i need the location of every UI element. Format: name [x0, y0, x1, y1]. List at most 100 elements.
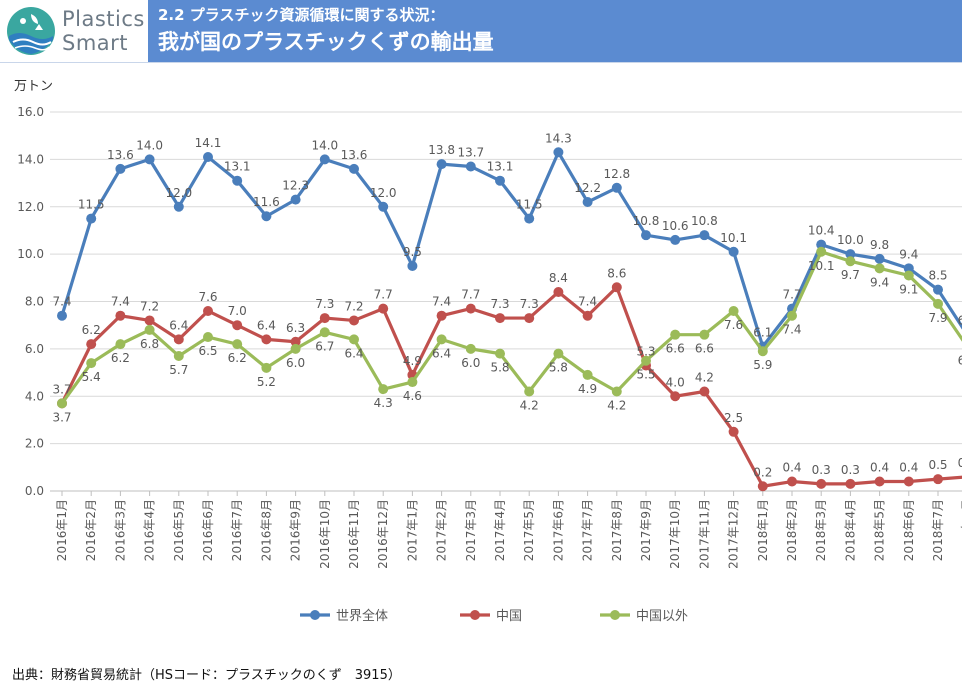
data-point-world-total	[495, 175, 505, 186]
data-label-china: 7.4	[578, 295, 597, 309]
data-label-world-total: 7.4	[52, 295, 71, 309]
x-tick-label: 2016年7月	[230, 499, 244, 561]
data-point-china	[553, 287, 564, 298]
data-label-china: 0.6	[958, 456, 962, 470]
data-label-outside-china: 7.4	[782, 323, 801, 337]
y-tick-label: 14.0	[17, 152, 44, 166]
legend-item-world-total: 世界全体	[300, 608, 388, 624]
data-point-outside-china	[319, 327, 330, 338]
data-point-world-total	[816, 239, 827, 250]
data-point-outside-china	[524, 386, 535, 397]
data-label-outside-china: 4.2	[520, 399, 539, 413]
data-label-world-total: 10.6	[662, 219, 689, 233]
logo-mark-icon	[7, 7, 55, 55]
data-point-world-total	[845, 249, 856, 260]
data-label-outside-china: 6.4	[432, 346, 451, 360]
data-point-outside-china	[933, 298, 943, 309]
data-point-outside-china	[611, 386, 622, 397]
data-point-china	[378, 303, 389, 314]
data-label-china: 0.4	[782, 461, 801, 475]
x-tick-label: 2018年2月	[785, 499, 799, 561]
data-labels: 7.411.513.614.012.014.113.111.612.314.01…	[52, 131, 962, 479]
title-band: 2.2 プラスチック資源循環に関する状況： 我が国のプラスチックくずの輸出量	[148, 0, 962, 62]
data-point-china	[173, 334, 184, 345]
logo-text-smart: Smart	[62, 31, 129, 55]
data-label-china: 6.4	[169, 318, 188, 332]
data-point-world-total	[728, 246, 739, 257]
data-label-outside-china: 7.9	[928, 311, 947, 325]
data-label-china: 5.3	[636, 344, 655, 358]
series-line-outside-china	[60, 250, 962, 405]
data-point-china	[232, 320, 243, 331]
data-label-outside-china: 6.4	[344, 346, 363, 360]
x-tick-label: 2016年6月	[201, 499, 215, 561]
data-point-outside-china	[495, 348, 505, 359]
x-tick-label: 2018年4月	[843, 499, 857, 561]
data-label-world-total: 6.1	[753, 326, 772, 340]
data-label-china: 0.4	[870, 461, 889, 475]
x-tick-label: 2016年1月	[55, 499, 69, 561]
data-point-world-total	[86, 213, 97, 224]
data-label-outside-china: 5.4	[82, 370, 101, 384]
x-tick-label: 2017年4月	[493, 499, 507, 561]
series-line-china	[60, 285, 962, 488]
legend-item-china: 中国	[460, 609, 522, 624]
chart-legend: 世界全体 中国 中国以外	[300, 608, 688, 624]
data-point-outside-china	[582, 369, 593, 380]
data-point-world-total	[115, 163, 126, 174]
data-label-outside-china: 6.6	[695, 342, 714, 356]
data-point-world-total	[670, 234, 681, 245]
data-label-world-total: 14.1	[195, 136, 222, 150]
series-outside-china	[57, 246, 962, 409]
x-tick-label: 2016年8月	[259, 499, 273, 561]
data-label-china: 6.4	[257, 318, 276, 332]
data-label-world-total: 12.0	[165, 186, 192, 200]
data-point-world-total	[553, 147, 564, 158]
data-point-outside-china	[787, 310, 797, 321]
legend-marker	[310, 610, 320, 620]
header-bar: Plastics Smart 2.2 プラスチック資源循環に関する状況： 我が国…	[0, 0, 962, 63]
x-tick-label: 2018年3月	[814, 499, 828, 561]
x-tick-label: 2017年10月	[668, 499, 682, 569]
data-point-outside-china	[407, 377, 418, 388]
data-point-outside-china	[378, 384, 389, 395]
y-axis-ticks: 0.0 2.0 4.0 6.0 8.0 10.0 12.0 14.0 16.0	[17, 105, 44, 498]
data-label-world-total: 13.8	[428, 143, 455, 157]
data-label-outside-china: 4.2	[607, 399, 626, 413]
data-label-world-total: 9.4	[899, 247, 918, 261]
x-tick-label: 2017年9月	[639, 499, 653, 561]
data-point-china	[495, 313, 505, 324]
legend-marker	[470, 610, 480, 620]
data-point-world-total	[641, 230, 651, 241]
x-tick-label: 2017年8月	[610, 499, 624, 561]
data-label-outside-china: 5.2	[257, 375, 276, 389]
data-point-outside-china	[115, 339, 126, 350]
data-point-world-total	[874, 253, 885, 264]
legend-marker	[610, 610, 620, 620]
y-tick-label: 16.0	[17, 105, 44, 119]
data-label-outside-china: 9.7	[841, 268, 860, 282]
legend-label: 中国	[496, 609, 522, 624]
data-point-world-total	[57, 310, 67, 321]
x-tick-label: 2017年11月	[697, 499, 711, 569]
legend-item-outside-china: 中国以外	[600, 609, 688, 624]
series-layer	[57, 147, 962, 492]
x-tick-label: 2016年5月	[172, 499, 186, 561]
data-label-china: 7.3	[490, 297, 509, 311]
series-china	[57, 282, 962, 492]
y-tick-label: 8.0	[25, 295, 44, 309]
data-point-outside-china	[436, 334, 447, 345]
x-tick-label: 2016年11月	[347, 499, 361, 569]
x-tick-label: 2016年9月	[289, 499, 303, 561]
data-point-world-total	[582, 197, 593, 208]
x-tick-label: 2018年8月	[960, 499, 962, 561]
section-subtitle: 2.2 プラスチック資源循環に関する状況：	[158, 6, 445, 24]
gridlines	[50, 111, 962, 492]
y-tick-label: 10.0	[17, 247, 44, 261]
data-label-world-total: 11.5	[78, 198, 105, 212]
x-tick-label: 2017年7月	[581, 499, 595, 561]
data-label-world-total: 13.1	[487, 160, 514, 174]
y-tick-label: 6.0	[25, 342, 44, 356]
data-label-outside-china: 6.7	[315, 339, 334, 353]
x-tick-label: 2018年1月	[756, 499, 770, 561]
